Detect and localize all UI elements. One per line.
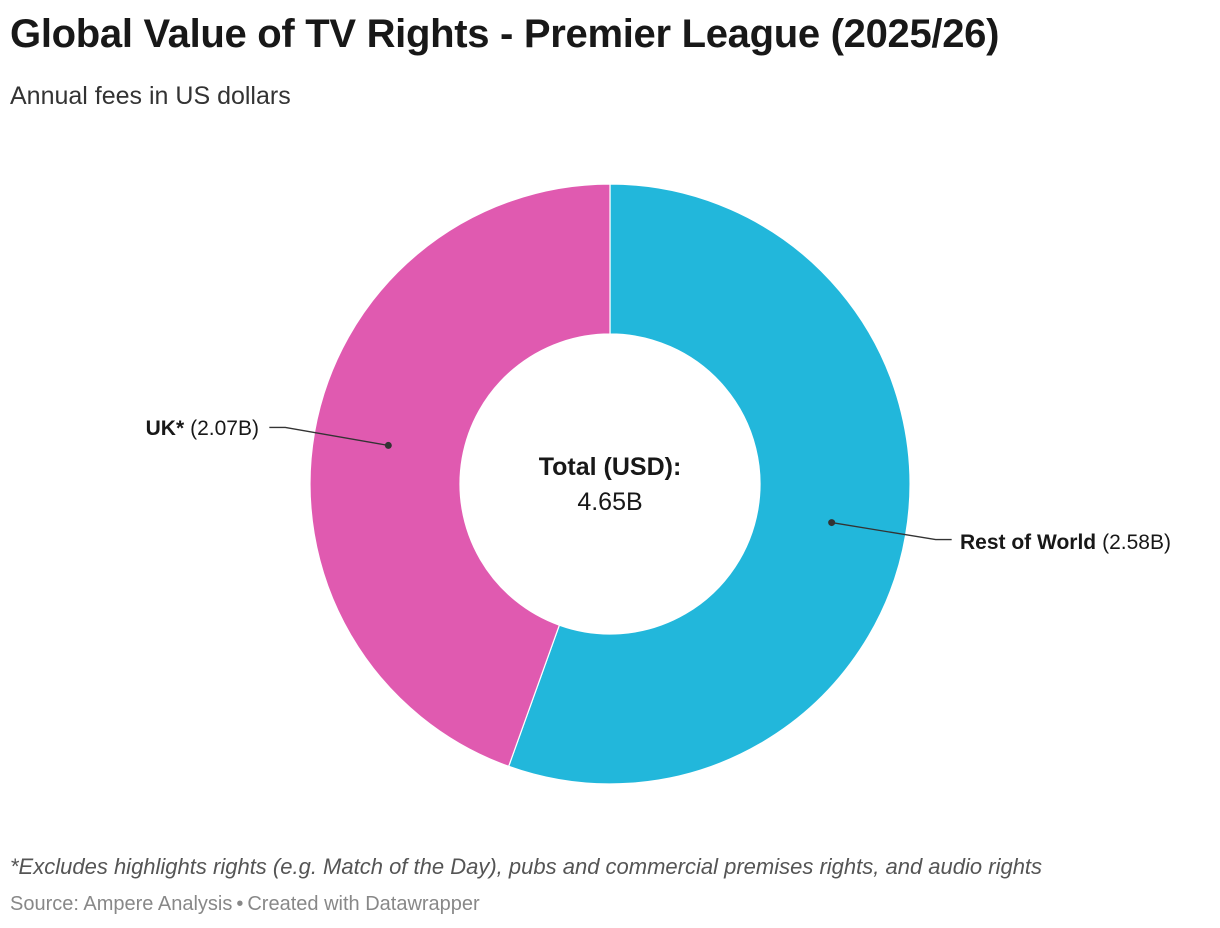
source-separator: • [236, 893, 244, 915]
leader-dot-rest-of-world [828, 519, 836, 527]
slice-rest-of-world[interactable] [507, 183, 911, 785]
slice-label-rest-of-world-value: (2.58B) [1102, 531, 1171, 554]
slice-uk[interactable] [309, 183, 611, 768]
footnote: *Excludes highlights rights (e.g. Match … [10, 854, 1043, 879]
slice-label-uk-value: (2.07B) [190, 417, 259, 440]
slice-label-rest-of-world: Rest of World (2.58B) [960, 531, 1171, 554]
center-label: Total (USD): [539, 453, 682, 481]
slice-label-uk-name: UK* [146, 417, 185, 440]
chart-title: Global Value of TV Rights - Premier Leag… [10, 12, 1000, 56]
chart-subtitle: Annual fees in US dollars [10, 82, 291, 110]
leader-line-uk [269, 426, 389, 447]
slice-label-rest-of-world-name: Rest of World [960, 531, 1096, 554]
source-line: Source: Ampere Analysis • Created with Dat… [10, 893, 480, 916]
source-label: Source: Ampere Analysis [10, 893, 233, 915]
leader-dot-uk [384, 441, 392, 449]
center-value: 4.65B [577, 488, 642, 516]
credit-label: Created with Datawrapper [247, 893, 480, 915]
slice-label-uk: UK* (2.07B) [146, 417, 259, 440]
leader-line-rest-of-world [831, 521, 952, 541]
